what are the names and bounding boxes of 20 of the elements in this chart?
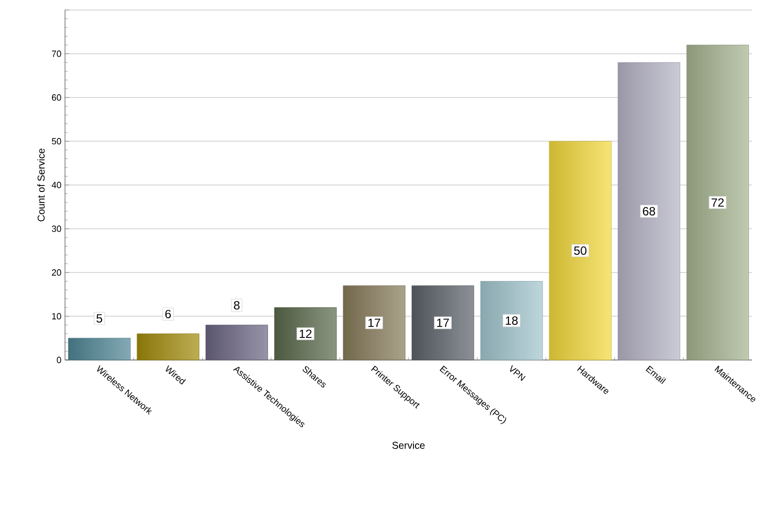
data-label: 68 [642,207,656,216]
data-label: 17 [437,318,449,327]
y-tick-label: 50 [52,138,62,144]
data-label: 72 [712,198,724,207]
data-label: 17 [368,318,380,327]
y-tick-label: 0 [56,356,62,364]
data-label: 50 [574,246,586,255]
y-tick-label: 10 [52,313,62,320]
y-axis-title: Count of Service [37,148,45,222]
y-tick-label: 20 [52,269,62,276]
y-tick-label: 70 [52,50,62,57]
data-label: 8 [234,301,240,310]
x-axis-title: Service [392,442,425,449]
data-label: 6 [165,310,171,318]
y-tick-label: 30 [52,226,62,232]
y-tick-label: 40 [52,182,62,188]
data-label: 12 [300,330,312,338]
data-label: 18 [506,316,518,325]
y-tick-label: 60 [52,94,62,101]
data-label: 5 [96,314,102,323]
